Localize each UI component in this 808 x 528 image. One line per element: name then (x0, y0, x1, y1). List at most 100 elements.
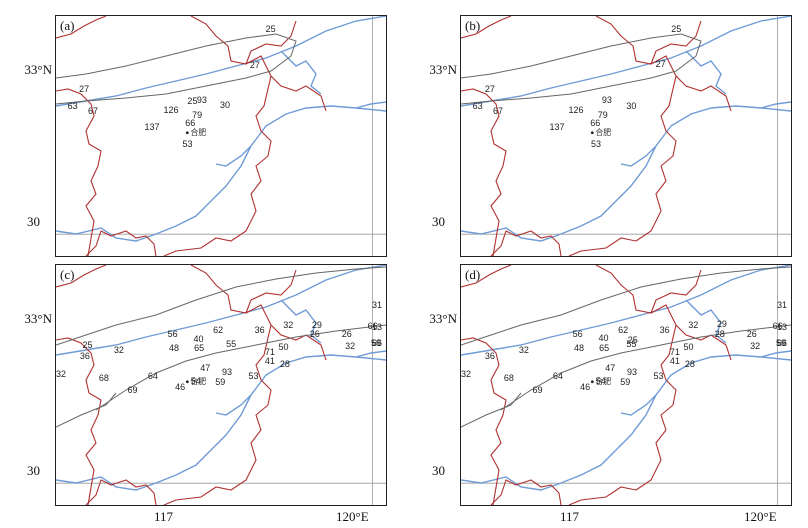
station-value: 25 (627, 334, 638, 345)
province-border (163, 75, 272, 256)
station-value: 53 (182, 138, 193, 149)
province-border (56, 16, 107, 39)
station-value: 32 (461, 368, 472, 379)
station-value: 64 (147, 370, 158, 381)
city-label: 合肥 (595, 127, 612, 137)
lon-label-120e: 120°E (744, 509, 777, 524)
station-value: 65 (194, 342, 205, 353)
station-value: 27 (655, 59, 666, 70)
station-value: 93 (601, 95, 612, 106)
station-value: 48 (573, 342, 584, 353)
city-marker (590, 380, 594, 384)
station-value: 50 (683, 342, 694, 352)
station-value: 48 (168, 342, 179, 353)
station-value: 66 (367, 320, 378, 331)
station-value: 32 (750, 341, 761, 352)
province-border (56, 265, 107, 288)
station-value: 13 (777, 322, 788, 333)
province-border (85, 230, 157, 256)
station-value: 66 (372, 338, 383, 349)
province-border (461, 337, 507, 505)
station-value: 32 (518, 344, 529, 355)
contour-line (56, 33, 297, 105)
station-value: 137 (549, 121, 565, 132)
station-value: 47 (200, 362, 211, 373)
station-value: 31 (777, 300, 788, 310)
contour-line (461, 392, 522, 428)
contour-line (461, 266, 791, 346)
station-value: 53 (590, 138, 601, 149)
river-line (56, 265, 386, 356)
station-value: 67 (492, 106, 503, 117)
station-value: 30 (219, 100, 230, 111)
station-value: 50 (278, 342, 289, 352)
city-marker (185, 380, 189, 384)
station-value: 32 (688, 319, 699, 330)
station-value: 30 (626, 100, 637, 111)
river-line (685, 50, 727, 95)
station-value: 32 (56, 368, 67, 379)
station-value: 64 (552, 370, 563, 381)
station-value: 26 (341, 328, 352, 339)
station-value: 69 (532, 385, 543, 396)
map-canvas (56, 16, 386, 256)
province-border (245, 20, 297, 65)
river-line (56, 105, 386, 242)
station-value: 46 (580, 381, 591, 392)
city-label: 合肥 (595, 376, 612, 386)
station-value: 126 (568, 105, 584, 115)
station-value: 27 (79, 84, 90, 95)
river-line (760, 101, 791, 109)
station-value: 53 (653, 370, 664, 381)
contour-line (56, 266, 386, 346)
station-value: 27 (484, 84, 495, 95)
station-value: 62 (213, 324, 224, 335)
station-value: 31 (372, 300, 383, 310)
station-value: 47 (605, 362, 616, 373)
lat-label-33n: 33°N (24, 62, 52, 77)
map-panel-a: (a) 合肥 25 27 27 63 67 93 25 30 126 79 66 137 53 (55, 15, 387, 257)
map-panel-b: (b) 合肥 25 27 27 63 67 93 30 126 79 66 137 53 (460, 15, 792, 257)
station-value: 66 (590, 117, 601, 128)
station-value: 54 (595, 375, 606, 386)
province-border (490, 479, 562, 505)
station-value: 71 (669, 347, 680, 358)
river-line (56, 16, 386, 107)
province-border (595, 265, 732, 361)
station-value: 13 (372, 322, 383, 333)
station-value: 93 (196, 95, 207, 106)
province-border (163, 324, 272, 505)
station-value: 36 (484, 351, 495, 362)
city-label: 合肥 (190, 127, 207, 137)
contour-line (461, 33, 702, 105)
station-value: 55 (626, 339, 637, 350)
station-value: 68 (98, 373, 109, 384)
station-value: 41 (669, 356, 680, 367)
river-line (355, 101, 386, 109)
station-value: 63 (472, 101, 483, 112)
river-line (461, 16, 791, 107)
lat-label-30: 30 (432, 214, 445, 229)
lat-label-33n: 33°N (24, 311, 52, 326)
river-line (461, 105, 791, 242)
station-value: 66 (772, 320, 783, 331)
station-value: 93 (627, 366, 638, 377)
station-value: 32 (283, 319, 294, 330)
lon-label-117: 117 (154, 509, 174, 524)
province-border (650, 269, 702, 314)
station-value: 53 (248, 370, 259, 381)
lat-label-33n: 33°N (429, 62, 457, 77)
panel-label: (b) (465, 18, 481, 33)
station-value: 67 (87, 106, 98, 117)
station-value: 54 (190, 375, 201, 386)
map-canvas (461, 16, 791, 256)
station-value: 40 (193, 334, 204, 345)
province-border (461, 88, 507, 256)
river-line (215, 145, 252, 167)
lat-label-30: 30 (432, 463, 445, 478)
station-value: 26 (746, 328, 757, 339)
map-canvas (56, 265, 386, 505)
station-value: 59 (215, 376, 226, 387)
map-canvas (461, 265, 791, 505)
contour-line (95, 324, 386, 411)
